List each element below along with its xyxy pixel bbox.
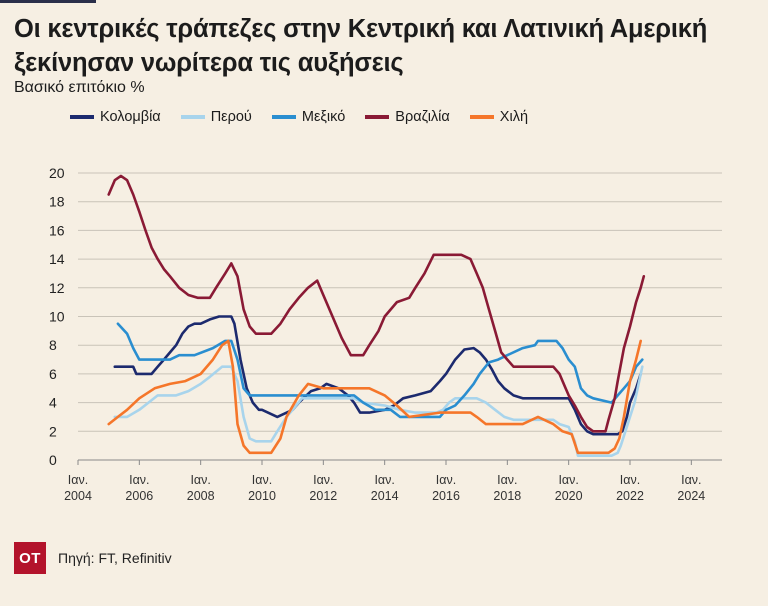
legend-swatch xyxy=(70,115,94,119)
series-line-1 xyxy=(113,315,643,436)
x-tick-year: 2004 xyxy=(64,489,92,503)
legend-item: Χιλή xyxy=(469,109,529,125)
y-tick-label: 0 xyxy=(49,452,57,468)
legend-swatch xyxy=(469,115,494,119)
x-tick-month: Ιαν. xyxy=(620,473,640,487)
y-axis-label: Βασικό επιτόκιο % xyxy=(14,79,145,96)
x-tick-month: Ιαν. xyxy=(436,473,456,487)
x-tick-month: Ιαν. xyxy=(252,473,272,487)
legend-item: Κολομβία xyxy=(70,109,161,125)
x-tick-year: 2014 xyxy=(371,489,399,503)
legend-swatch xyxy=(271,115,296,119)
publisher-logo: OT xyxy=(14,542,46,574)
top-accent-bar xyxy=(0,0,96,3)
x-tick-year: 2012 xyxy=(309,489,337,503)
legend-label: Βραζιλία xyxy=(395,109,450,125)
y-tick-label: 8 xyxy=(49,337,57,353)
source-note: Πηγή: FT, Refinitiv xyxy=(58,550,172,566)
legend-swatch xyxy=(180,115,205,119)
x-tick-month: Ιαν. xyxy=(68,473,88,487)
x-tick-month: Ιαν. xyxy=(374,473,394,487)
y-tick-label: 14 xyxy=(49,251,65,267)
legend-label: Μεξικό xyxy=(301,109,346,125)
y-tick-label: 10 xyxy=(49,309,65,325)
y-tick-label: 18 xyxy=(49,194,65,210)
x-tick-year: 2020 xyxy=(555,489,583,503)
x-tick-year: 2018 xyxy=(493,489,521,503)
x-tick-year: 2010 xyxy=(248,489,276,503)
x-tick-year: 2022 xyxy=(616,489,644,503)
x-tick-month: Ιαν. xyxy=(558,473,578,487)
y-tick-label: 16 xyxy=(49,222,65,238)
legend-swatch xyxy=(365,115,390,119)
series-line-3 xyxy=(116,322,644,419)
y-tick-label: 4 xyxy=(49,395,57,411)
series-line-5 xyxy=(107,339,643,455)
x-tick-year: 2024 xyxy=(677,489,705,503)
legend-item: Μεξικό xyxy=(271,109,346,125)
x-tick-month: Ιαν. xyxy=(681,473,701,487)
x-tick-year: 2016 xyxy=(432,489,460,503)
y-tick-label: 20 xyxy=(49,165,65,181)
x-tick-year: 2006 xyxy=(125,489,153,503)
legend-label: Χιλή xyxy=(499,109,529,125)
x-tick-month: Ιαν. xyxy=(129,473,149,487)
chart-title: Οι κεντρικές τράπεζες στην Κεντρική και … xyxy=(14,15,708,77)
y-tick-label: 6 xyxy=(49,366,57,382)
footer: OT Πηγή: FT, Refinitiv xyxy=(14,542,172,574)
x-tick-month: Ιαν. xyxy=(313,473,333,487)
legend-item: Βραζιλία xyxy=(365,109,450,125)
legend-label: Περού xyxy=(210,109,252,125)
x-tick-month: Ιαν. xyxy=(497,473,517,487)
legend-label: Κολομβία xyxy=(100,109,161,125)
y-tick-label: 12 xyxy=(49,280,65,296)
x-tick-month: Ιαν. xyxy=(190,473,210,487)
x-tick-year: 2008 xyxy=(187,489,215,503)
series-line-4 xyxy=(107,174,646,433)
legend-item: Περού xyxy=(180,109,252,125)
y-tick-label: 2 xyxy=(49,423,57,439)
chart-legend: Κολομβία Περού Μεξικό Βραζιλία Χιλή xyxy=(70,109,548,125)
